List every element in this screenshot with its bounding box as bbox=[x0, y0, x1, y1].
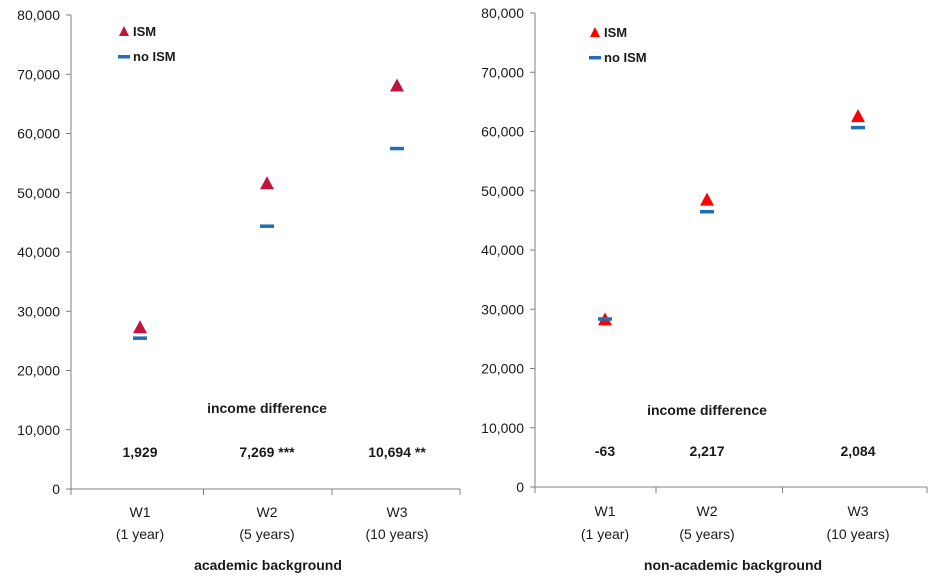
y-tick-label: 0 bbox=[516, 479, 524, 495]
income-difference-value: 10,694 ** bbox=[368, 444, 426, 460]
legend-no-ism-label: no ISM bbox=[604, 50, 647, 65]
y-tick-label: 30,000 bbox=[481, 301, 524, 317]
y-tick-label: 60,000 bbox=[17, 126, 60, 142]
ism-point bbox=[260, 176, 274, 190]
x-tick-label: W2 bbox=[697, 503, 718, 519]
chart-panel-academic: 0 10,000 20,000 30,000 40,000 50,000 60,000 70,… bbox=[17, 7, 461, 573]
income-difference-value: 1,929 bbox=[122, 444, 157, 460]
ism-point bbox=[851, 109, 865, 123]
x-tick-sublabel: (1 year) bbox=[116, 526, 164, 542]
y-tick-label: 50,000 bbox=[17, 185, 60, 201]
no-ism-point bbox=[851, 125, 865, 130]
y-tick-label: 70,000 bbox=[481, 64, 524, 80]
y-tick-label: 20,000 bbox=[481, 361, 524, 377]
legend-ism-marker bbox=[590, 27, 600, 37]
y-tick-label: 70,000 bbox=[17, 66, 60, 82]
x-tick-label: W2 bbox=[257, 504, 278, 520]
y-tick-label: 40,000 bbox=[17, 244, 60, 260]
legend-ism-label: ISM bbox=[133, 24, 156, 39]
y-tick-label: 20,000 bbox=[17, 363, 60, 379]
legend-ism-label: ISM bbox=[604, 25, 627, 40]
x-axis-title: academic background bbox=[194, 557, 342, 573]
income-difference-value: 7,269 *** bbox=[239, 444, 295, 460]
no-ism-point bbox=[598, 317, 612, 321]
y-tick-label: 10,000 bbox=[481, 420, 524, 436]
legend-no-ism-label: no ISM bbox=[133, 49, 176, 64]
y-tick-label: 60,000 bbox=[481, 124, 524, 140]
x-tick-label: W1 bbox=[595, 503, 616, 519]
no-ism-point bbox=[390, 146, 404, 151]
y-tick-label: 30,000 bbox=[17, 303, 60, 319]
legend-ism-marker bbox=[119, 26, 129, 36]
y-tick-label: 80,000 bbox=[17, 7, 60, 23]
ism-point bbox=[133, 320, 147, 334]
annotation-title: income difference bbox=[647, 402, 767, 418]
y-tick-label: 0 bbox=[52, 481, 60, 497]
x-tick-label: W1 bbox=[130, 504, 151, 520]
ism-point bbox=[390, 78, 404, 92]
ism-point bbox=[700, 192, 714, 206]
y-tick-label: 40,000 bbox=[481, 242, 524, 258]
y-tick-label: 10,000 bbox=[17, 422, 60, 438]
chart-panel-non-academic: 0 10,000 20,000 30,000 40,000 50,000 60,000 70,… bbox=[481, 5, 928, 573]
x-tick-sublabel: (5 years) bbox=[239, 526, 294, 542]
x-axis-title: non-academic background bbox=[644, 557, 822, 573]
no-ism-point bbox=[260, 224, 274, 228]
x-tick-sublabel: (10 years) bbox=[365, 526, 428, 542]
legend-no-ism-marker bbox=[589, 56, 601, 60]
legend-no-ism-marker bbox=[118, 55, 130, 59]
x-tick-label: W3 bbox=[387, 504, 408, 520]
no-ism-point bbox=[700, 209, 714, 214]
no-ism-point bbox=[133, 336, 147, 340]
income-difference-value: -63 bbox=[595, 443, 615, 459]
y-tick-label: 50,000 bbox=[481, 183, 524, 199]
income-difference-value: 2,084 bbox=[840, 443, 875, 459]
x-tick-label: W3 bbox=[848, 503, 869, 519]
x-tick-sublabel: (10 years) bbox=[826, 526, 889, 542]
x-tick-sublabel: (1 year) bbox=[581, 526, 629, 542]
x-tick-sublabel: (5 years) bbox=[679, 526, 734, 542]
annotation-title: income difference bbox=[207, 400, 327, 416]
income-difference-value: 2,217 bbox=[689, 443, 724, 459]
y-tick-label: 80,000 bbox=[481, 5, 524, 21]
